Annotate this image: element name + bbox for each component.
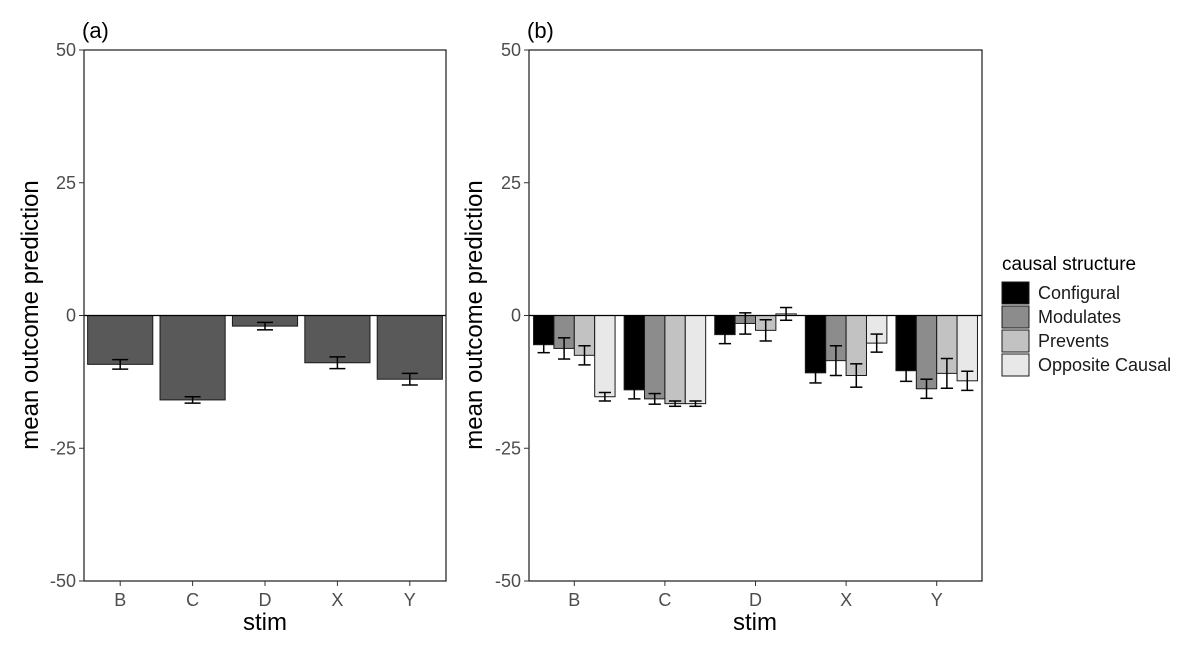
legend-swatch-opposite-causal	[1001, 353, 1030, 377]
panel-b-error-bar-prevents-b	[578, 345, 591, 366]
panel-a-bar-b	[87, 315, 154, 365]
panel-b-error-bar-prevents-c	[668, 400, 682, 408]
panel-b-y-tick-label: -50	[495, 571, 521, 591]
panel-a-label: (a)	[82, 18, 109, 43]
panel-b-bar-modulates-c	[644, 315, 666, 400]
panel-b-error-bar-opposite-causal-b	[598, 391, 611, 402]
panel-b-error-bar-configural-x	[809, 362, 822, 384]
panel-a-y-tick-label: 0	[66, 306, 76, 326]
panel-a-x-tick-label-b: B	[114, 590, 126, 610]
panel-b-bar-opposite-causal-c	[684, 315, 707, 405]
panel-b-error-bar-configural-y	[900, 359, 913, 383]
panel-b-error-bar-modulates-b	[557, 337, 571, 360]
legend-label-modulates: Modulates	[1038, 307, 1121, 327]
panel-b-bar-modulates-y	[915, 315, 938, 390]
panel-b-error-bar-modulates-d	[739, 312, 752, 335]
panel-b-error-bar-configural-d	[718, 324, 732, 345]
panel-b-bar-configural-c	[623, 315, 646, 391]
panel-a-y-tick-label: 50	[56, 40, 76, 60]
panel-b-error-bar-configural-b	[537, 335, 550, 354]
legend-label-configural: Configural	[1038, 283, 1120, 303]
panel-b-x-tick-label-x: X	[840, 590, 852, 610]
panel-a-x-tick-label-x: X	[331, 590, 343, 610]
panel-b-x-tick-label-d: D	[749, 590, 762, 610]
panel-b-error-bar-configural-c	[628, 380, 641, 400]
legend-swatch-configural	[1001, 281, 1030, 305]
panel-a-x-axis-title: stim	[243, 609, 287, 636]
panel-b-error-bar-opposite-causal-d	[779, 306, 793, 322]
panel-b-y-tick-label: 25	[501, 173, 521, 193]
panel-b-y-tick-label: 50	[501, 40, 521, 60]
panel-b-label: (b)	[527, 18, 554, 43]
panel-b-y-tick-label: 0	[511, 306, 521, 326]
panel-a: (a) -50 -25 0 25 50 B C D X Y stim mean outcome …	[17, 18, 447, 636]
panel-b-error-bar-opposite-causal-x	[870, 333, 883, 353]
panel-b-error-bar-opposite-causal-y	[961, 370, 974, 392]
panel-a-error-bar-y	[401, 372, 418, 386]
panel-a-bar-x	[304, 315, 371, 364]
panel-a-y-tick-label: -25	[50, 438, 76, 458]
panel-b-error-bar-modulates-c	[648, 392, 661, 405]
panel-a-error-bar-x	[329, 356, 346, 370]
panel-a-error-bar-d	[257, 321, 273, 331]
panel-a-x-tick-label-y: Y	[404, 590, 416, 610]
legend-swatch-prevents	[1001, 329, 1030, 353]
panel-b-error-bar-prevents-d	[759, 318, 772, 342]
panel-a-y-tick-label: 25	[56, 173, 76, 193]
panel-b-error-bar-prevents-x	[850, 363, 863, 388]
legend-swatch-modulates	[1001, 305, 1030, 329]
legend-label-opposite-causal: Opposite Causal	[1038, 355, 1171, 375]
panel-b-x-axis-title: stim	[733, 609, 777, 636]
panel-b-error-bar-opposite-causal-c	[689, 400, 702, 408]
panel-a-y-tick-label: -50	[50, 571, 76, 591]
panel-a-error-bar-b	[112, 358, 129, 370]
panel-a-y-axis-title: mean outcome prediction	[17, 180, 44, 449]
legend: causal structure Configural Modulates Prev…	[1001, 254, 1171, 377]
panel-b-bar-opposite-causal-b	[594, 315, 616, 398]
panel-b-x-tick-label-c: C	[658, 590, 671, 610]
panel-b-x-tick-label-b: B	[568, 590, 580, 610]
legend-title: causal structure	[1002, 254, 1136, 275]
panel-a-error-bar-c	[184, 395, 201, 404]
panel-b-y-tick-label: -25	[495, 438, 521, 458]
panel-b-bar-prevents-c	[664, 315, 686, 405]
panel-a-x-tick-label-c: C	[186, 590, 199, 610]
panel-b-error-bar-prevents-y	[940, 357, 954, 389]
panel-a-bar-c	[159, 315, 226, 401]
panel-b: (b) -50 -25 0 25 50 B C D X Y stim mean outcome …	[461, 18, 983, 636]
panel-a-bar-y	[376, 315, 443, 380]
legend-label-prevents: Prevents	[1038, 331, 1109, 351]
panel-b-y-axis-title: mean outcome prediction	[461, 180, 488, 449]
panel-b-error-bar-modulates-y	[920, 378, 933, 400]
panel-a-x-tick-label-d: D	[259, 590, 272, 610]
panel-b-error-bar-modulates-x	[829, 345, 843, 377]
panel-b-x-tick-label-y: Y	[931, 590, 943, 610]
